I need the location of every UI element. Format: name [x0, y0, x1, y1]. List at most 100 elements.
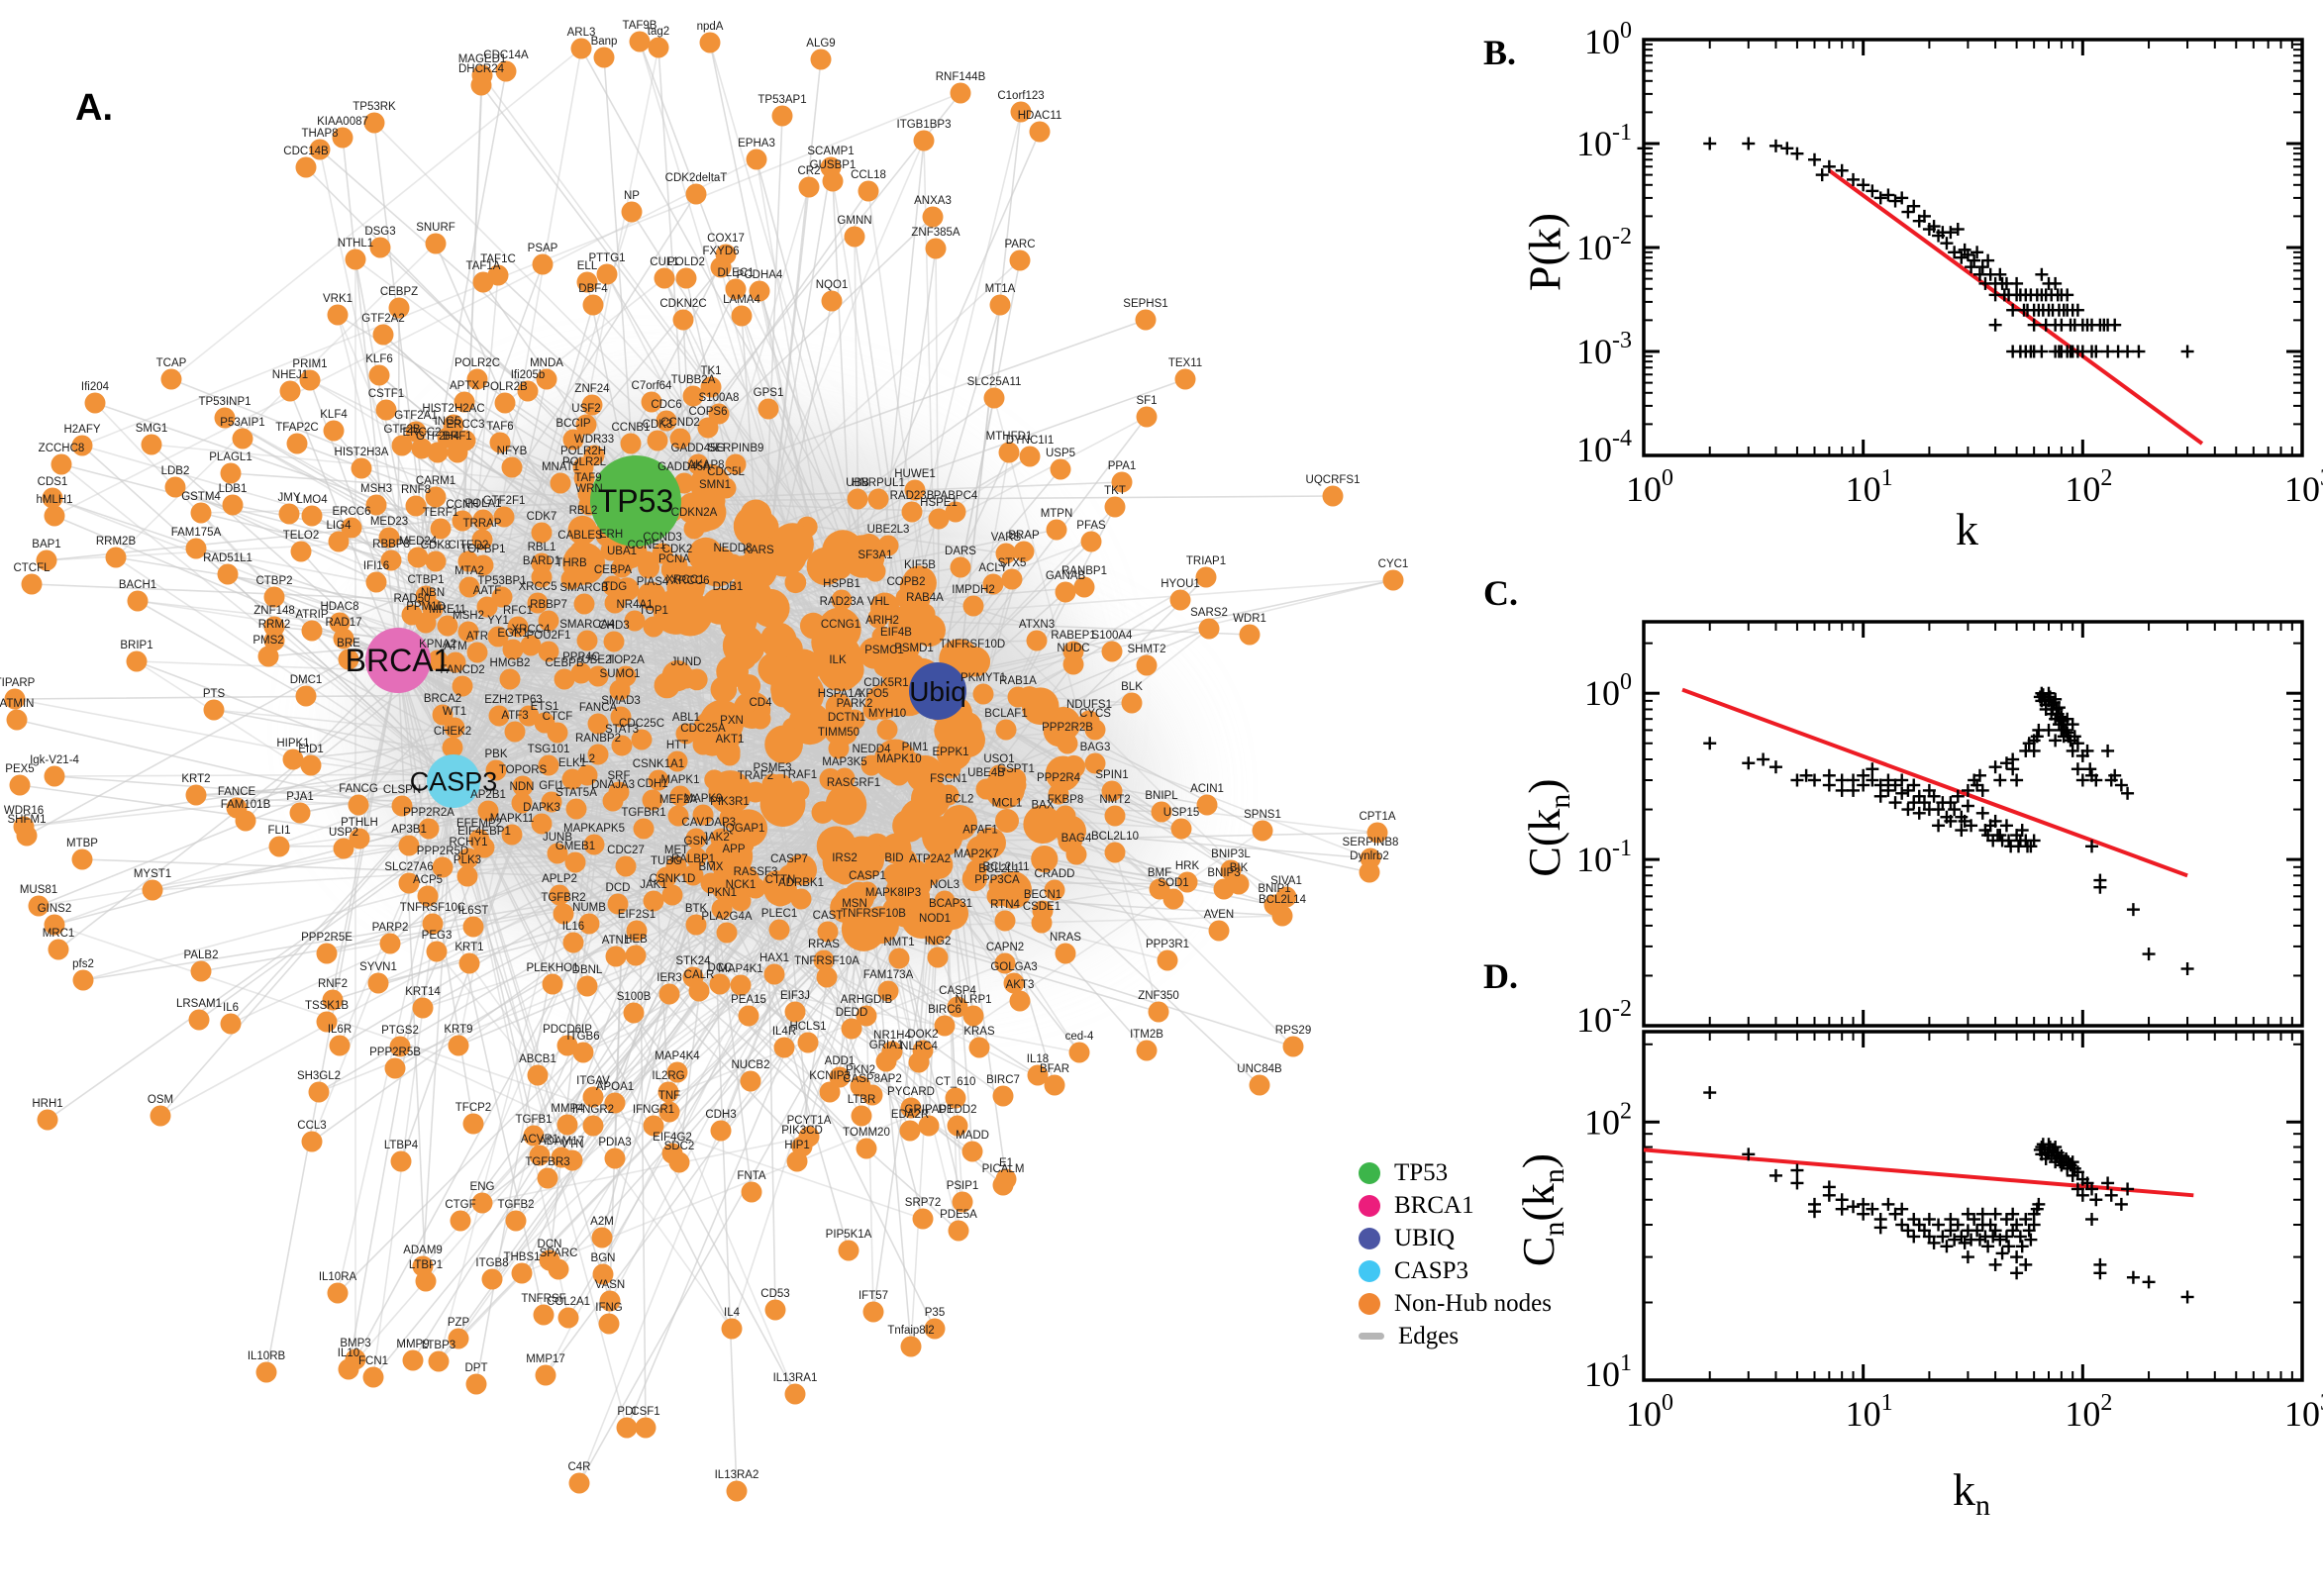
svg-text:CCNG1: CCNG1 [821, 619, 860, 631]
panel-d-xlabel: kn [1953, 1464, 1990, 1523]
svg-text:CTGF: CTGF [445, 1199, 475, 1211]
svg-text:HUWE1: HUWE1 [894, 468, 936, 480]
svg-text:LTBP3: LTBP3 [422, 1340, 455, 1351]
svg-text:SYVN1: SYVN1 [359, 961, 397, 973]
svg-text:BRCA2: BRCA2 [424, 693, 461, 705]
svg-text:SLC25A11: SLC25A11 [967, 376, 1022, 388]
svg-text:SMG1: SMG1 [136, 423, 168, 435]
svg-text:RABEP1: RABEP1 [1051, 630, 1095, 642]
svg-text:POLR2C: POLR2C [454, 357, 500, 369]
svg-text:CEBPA: CEBPA [594, 564, 632, 576]
svg-text:npdA: npdA [697, 21, 724, 33]
svg-text:BTK: BTK [685, 903, 708, 915]
svg-text:PTTG1: PTTG1 [588, 252, 625, 264]
svg-text:BAG3: BAG3 [1080, 742, 1111, 753]
svg-text:FKBP8: FKBP8 [1048, 794, 1083, 806]
svg-text:RCHY1: RCHY1 [450, 837, 488, 848]
svg-text:LTBP4: LTBP4 [384, 1140, 419, 1151]
svg-text:POLD2: POLD2 [667, 256, 705, 268]
svg-text:SARS2: SARS2 [1190, 607, 1228, 619]
svg-text:HSPB1: HSPB1 [823, 578, 860, 590]
svg-text:APOA1: APOA1 [596, 1081, 634, 1093]
svg-text:XRCC1: XRCC1 [666, 574, 705, 586]
svg-text:100: 100 [1626, 465, 1673, 509]
svg-text:10-3: 10-3 [1576, 328, 1632, 371]
svg-text:MYST1: MYST1 [134, 868, 171, 880]
svg-text:GTF2H4: GTF2H4 [416, 431, 460, 443]
svg-text:SIVA1: SIVA1 [1270, 875, 1302, 887]
svg-text:PDCD6IP: PDCD6IP [543, 1024, 592, 1036]
svg-text:DYNC1I1: DYNC1I1 [1006, 435, 1055, 447]
svg-text:102: 102 [1584, 1098, 1632, 1142]
svg-text:TAF1A: TAF1A [466, 260, 501, 272]
svg-text:HIST2H3A: HIST2H3A [335, 447, 389, 458]
svg-text:FAM173A: FAM173A [863, 969, 914, 981]
panel-b-xlabel: k [1956, 504, 1978, 554]
svg-text:HSPE1: HSPE1 [920, 497, 958, 509]
svg-text:FANCD2: FANCD2 [440, 664, 484, 676]
svg-text:CDKN2C: CDKN2C [659, 298, 706, 310]
svg-text:TIPARP: TIPARP [0, 677, 36, 689]
svg-text:PLEKHO1: PLEKHO1 [526, 962, 578, 974]
svg-text:THBS1: THBS1 [503, 1251, 540, 1263]
svg-text:EIF4EBP1: EIF4EBP1 [457, 826, 511, 838]
svg-text:PPP2R2A: PPP2R2A [403, 807, 454, 819]
svg-text:CSNK1A1: CSNK1A1 [633, 758, 684, 770]
svg-text:IL10: IL10 [338, 1347, 359, 1359]
svg-text:PPP3R1: PPP3R1 [1146, 939, 1189, 950]
svg-text:ATF3: ATF3 [501, 710, 528, 722]
svg-text:MAP4K1: MAP4K1 [718, 963, 762, 975]
svg-text:MNDA: MNDA [530, 357, 563, 369]
svg-text:TRIAP1: TRIAP1 [1186, 555, 1226, 567]
svg-text:ACLY: ACLY [978, 562, 1008, 574]
svg-text:TOPBP1: TOPBP1 [460, 544, 505, 555]
svg-text:SHMT2: SHMT2 [1128, 644, 1166, 655]
svg-text:THAP8: THAP8 [301, 128, 338, 140]
svg-text:GPS1: GPS1 [754, 387, 784, 399]
node-swatch-icon [1359, 1259, 1380, 1282]
svg-text:MTPN: MTPN [1041, 508, 1073, 520]
legend-item-label: Edges [1398, 1322, 1460, 1349]
svg-text:AP2B1: AP2B1 [470, 789, 506, 801]
svg-text:RRM2B: RRM2B [96, 536, 137, 548]
svg-text:MTA2: MTA2 [454, 565, 484, 577]
svg-text:FSCN1: FSCN1 [930, 773, 967, 785]
svg-text:BRIP1: BRIP1 [120, 640, 152, 651]
svg-text:CDC25C: CDC25C [619, 718, 664, 730]
svg-text:GRIPAP1: GRIPAP1 [905, 1104, 954, 1116]
svg-text:PSMC1: PSMC1 [864, 645, 904, 656]
svg-text:EGR1: EGR1 [497, 628, 528, 640]
svg-text:PBK: PBK [484, 748, 507, 760]
svg-text:EPHA3: EPHA3 [738, 138, 775, 150]
svg-text:CSNK1D: CSNK1D [650, 873, 696, 885]
svg-text:ATR: ATR [466, 631, 488, 643]
svg-text:IL4R: IL4R [772, 1026, 796, 1038]
svg-text:MAPK9: MAPK9 [684, 793, 723, 805]
svg-text:HMGB2: HMGB2 [490, 657, 531, 669]
svg-text:100: 100 [1584, 18, 1632, 61]
svg-text:TGFB1: TGFB1 [515, 1114, 552, 1126]
svg-text:TEX11: TEX11 [1168, 357, 1202, 369]
svg-text:BCL2L11: BCL2L11 [982, 861, 1029, 873]
svg-text:TERF1: TERF1 [423, 507, 458, 519]
svg-text:MTHFD1: MTHFD1 [986, 431, 1033, 443]
svg-text:PPP2R5D: PPP2R5D [417, 846, 468, 857]
svg-text:NQO1: NQO1 [816, 279, 849, 291]
svg-text:BNIP3: BNIP3 [1207, 867, 1240, 879]
svg-text:ELK1: ELK1 [558, 757, 586, 769]
svg-text:CDK7: CDK7 [527, 511, 557, 523]
svg-text:PLA2G4A: PLA2G4A [701, 911, 752, 923]
svg-text:USO1: USO1 [983, 753, 1014, 765]
svg-text:MAPKAPK5: MAPKAPK5 [563, 823, 625, 835]
svg-text:BMP3: BMP3 [340, 1338, 370, 1349]
svg-text:POLR2L: POLR2L [562, 456, 607, 468]
svg-text:ERCC3: ERCC3 [447, 419, 485, 431]
svg-text:APTX: APTX [450, 380, 479, 392]
svg-text:KLF6: KLF6 [365, 353, 393, 365]
svg-text:hMLH1: hMLH1 [36, 494, 72, 506]
svg-text:BCAP31: BCAP31 [929, 898, 972, 910]
svg-text:MED24: MED24 [399, 536, 438, 548]
svg-text:PARC: PARC [1004, 239, 1035, 250]
svg-text:10-2: 10-2 [1576, 996, 1632, 1040]
